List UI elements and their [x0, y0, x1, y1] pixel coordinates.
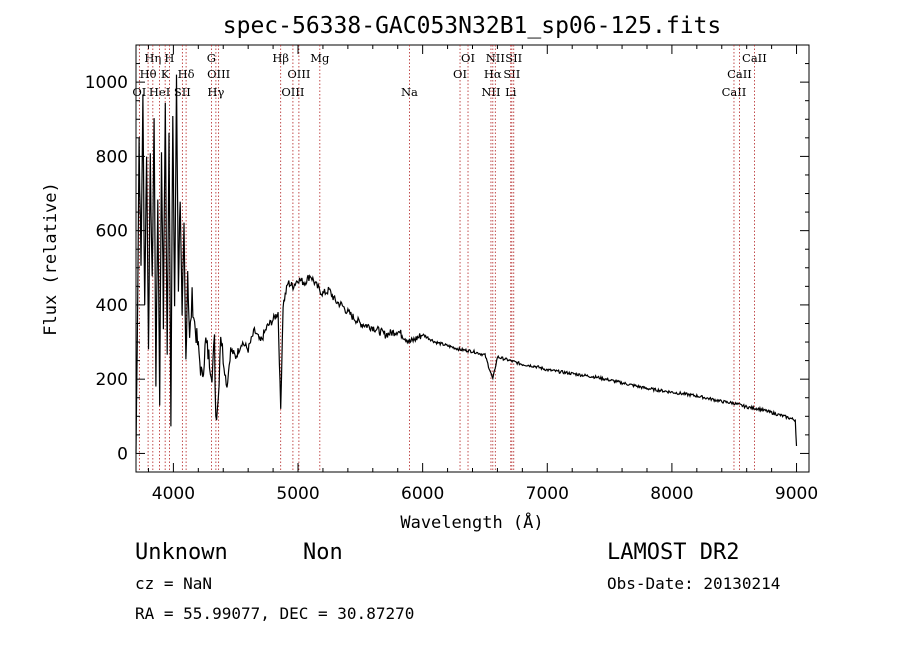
line-marker-label: CaII [722, 85, 747, 99]
line-marker-label: CaII [742, 51, 767, 65]
y-tick-label: 1000 [85, 73, 128, 93]
x-tick-label: 5000 [276, 484, 319, 504]
line-marker-label: NII [486, 51, 505, 65]
obs-date-label: Obs-Date: 20130214 [607, 574, 780, 593]
x-axis-label: Wavelength (Å) [400, 511, 543, 533]
line-marker-label: CaII [727, 67, 752, 81]
x-tick-label: 7000 [526, 484, 569, 504]
subclass-label: Non [303, 540, 343, 565]
line-marker-label: K [161, 67, 170, 81]
line-marker-label: OI [453, 67, 467, 81]
line-marker-label: Hθ [140, 67, 157, 81]
line-marker-label: Hβ [272, 51, 289, 65]
y-axis-ticks: 0 200 400 600 800 1000 [85, 44, 809, 473]
line-marker-label: Hη [144, 51, 161, 65]
line-marker-label: Hδ [178, 67, 195, 81]
classification-label: Unknown [135, 540, 228, 565]
line-marker-label: OI [461, 51, 475, 65]
line-marker-label: SII [505, 51, 522, 65]
line-marker-label: SII [174, 85, 191, 99]
y-tick-label: 400 [96, 296, 128, 316]
line-marker-label: NII [481, 85, 500, 99]
x-tick-label: 4000 [152, 484, 195, 504]
line-marker-label: H [164, 51, 174, 65]
line-marker-label: Hγ [207, 85, 224, 99]
redshift-label: cz = NaN [135, 574, 212, 593]
line-marker-label: Na [401, 85, 418, 99]
y-axis-label: Flux (relative) [41, 182, 61, 336]
line-marker-label: G [207, 51, 216, 65]
spectrum-line [135, 74, 798, 454]
y-tick-label: 600 [96, 222, 128, 242]
line-marker-label: Li [505, 85, 517, 99]
y-tick-label: 200 [96, 370, 128, 390]
line-marker-label: SII [503, 67, 520, 81]
line-marker-label: Hα [484, 67, 502, 81]
line-marker-label: OIII [207, 67, 230, 81]
coordinates-label: RA = 55.99077, DEC = 30.87270 [135, 604, 414, 623]
survey-label: LAMOST DR2 [607, 540, 739, 565]
x-tick-label: 8000 [650, 484, 693, 504]
y-tick-label: 0 [117, 444, 128, 464]
x-axis-ticks: 4000 5000 6000 7000 8000 9000 [147, 45, 818, 504]
line-marker-label: Mg [310, 51, 330, 65]
line-marker-label: OIII [287, 67, 310, 81]
chart-title: spec-56338-GAC053N32B1_sp06-125.fits [223, 13, 722, 39]
line-marker-label: OI [132, 85, 146, 99]
line-marker-label: OIII [281, 85, 304, 99]
line-marker-label: HeI [149, 85, 170, 99]
plot-frame [135, 44, 810, 473]
y-tick-label: 800 [96, 147, 128, 167]
x-tick-label: 9000 [775, 484, 818, 504]
x-tick-label: 6000 [401, 484, 444, 504]
